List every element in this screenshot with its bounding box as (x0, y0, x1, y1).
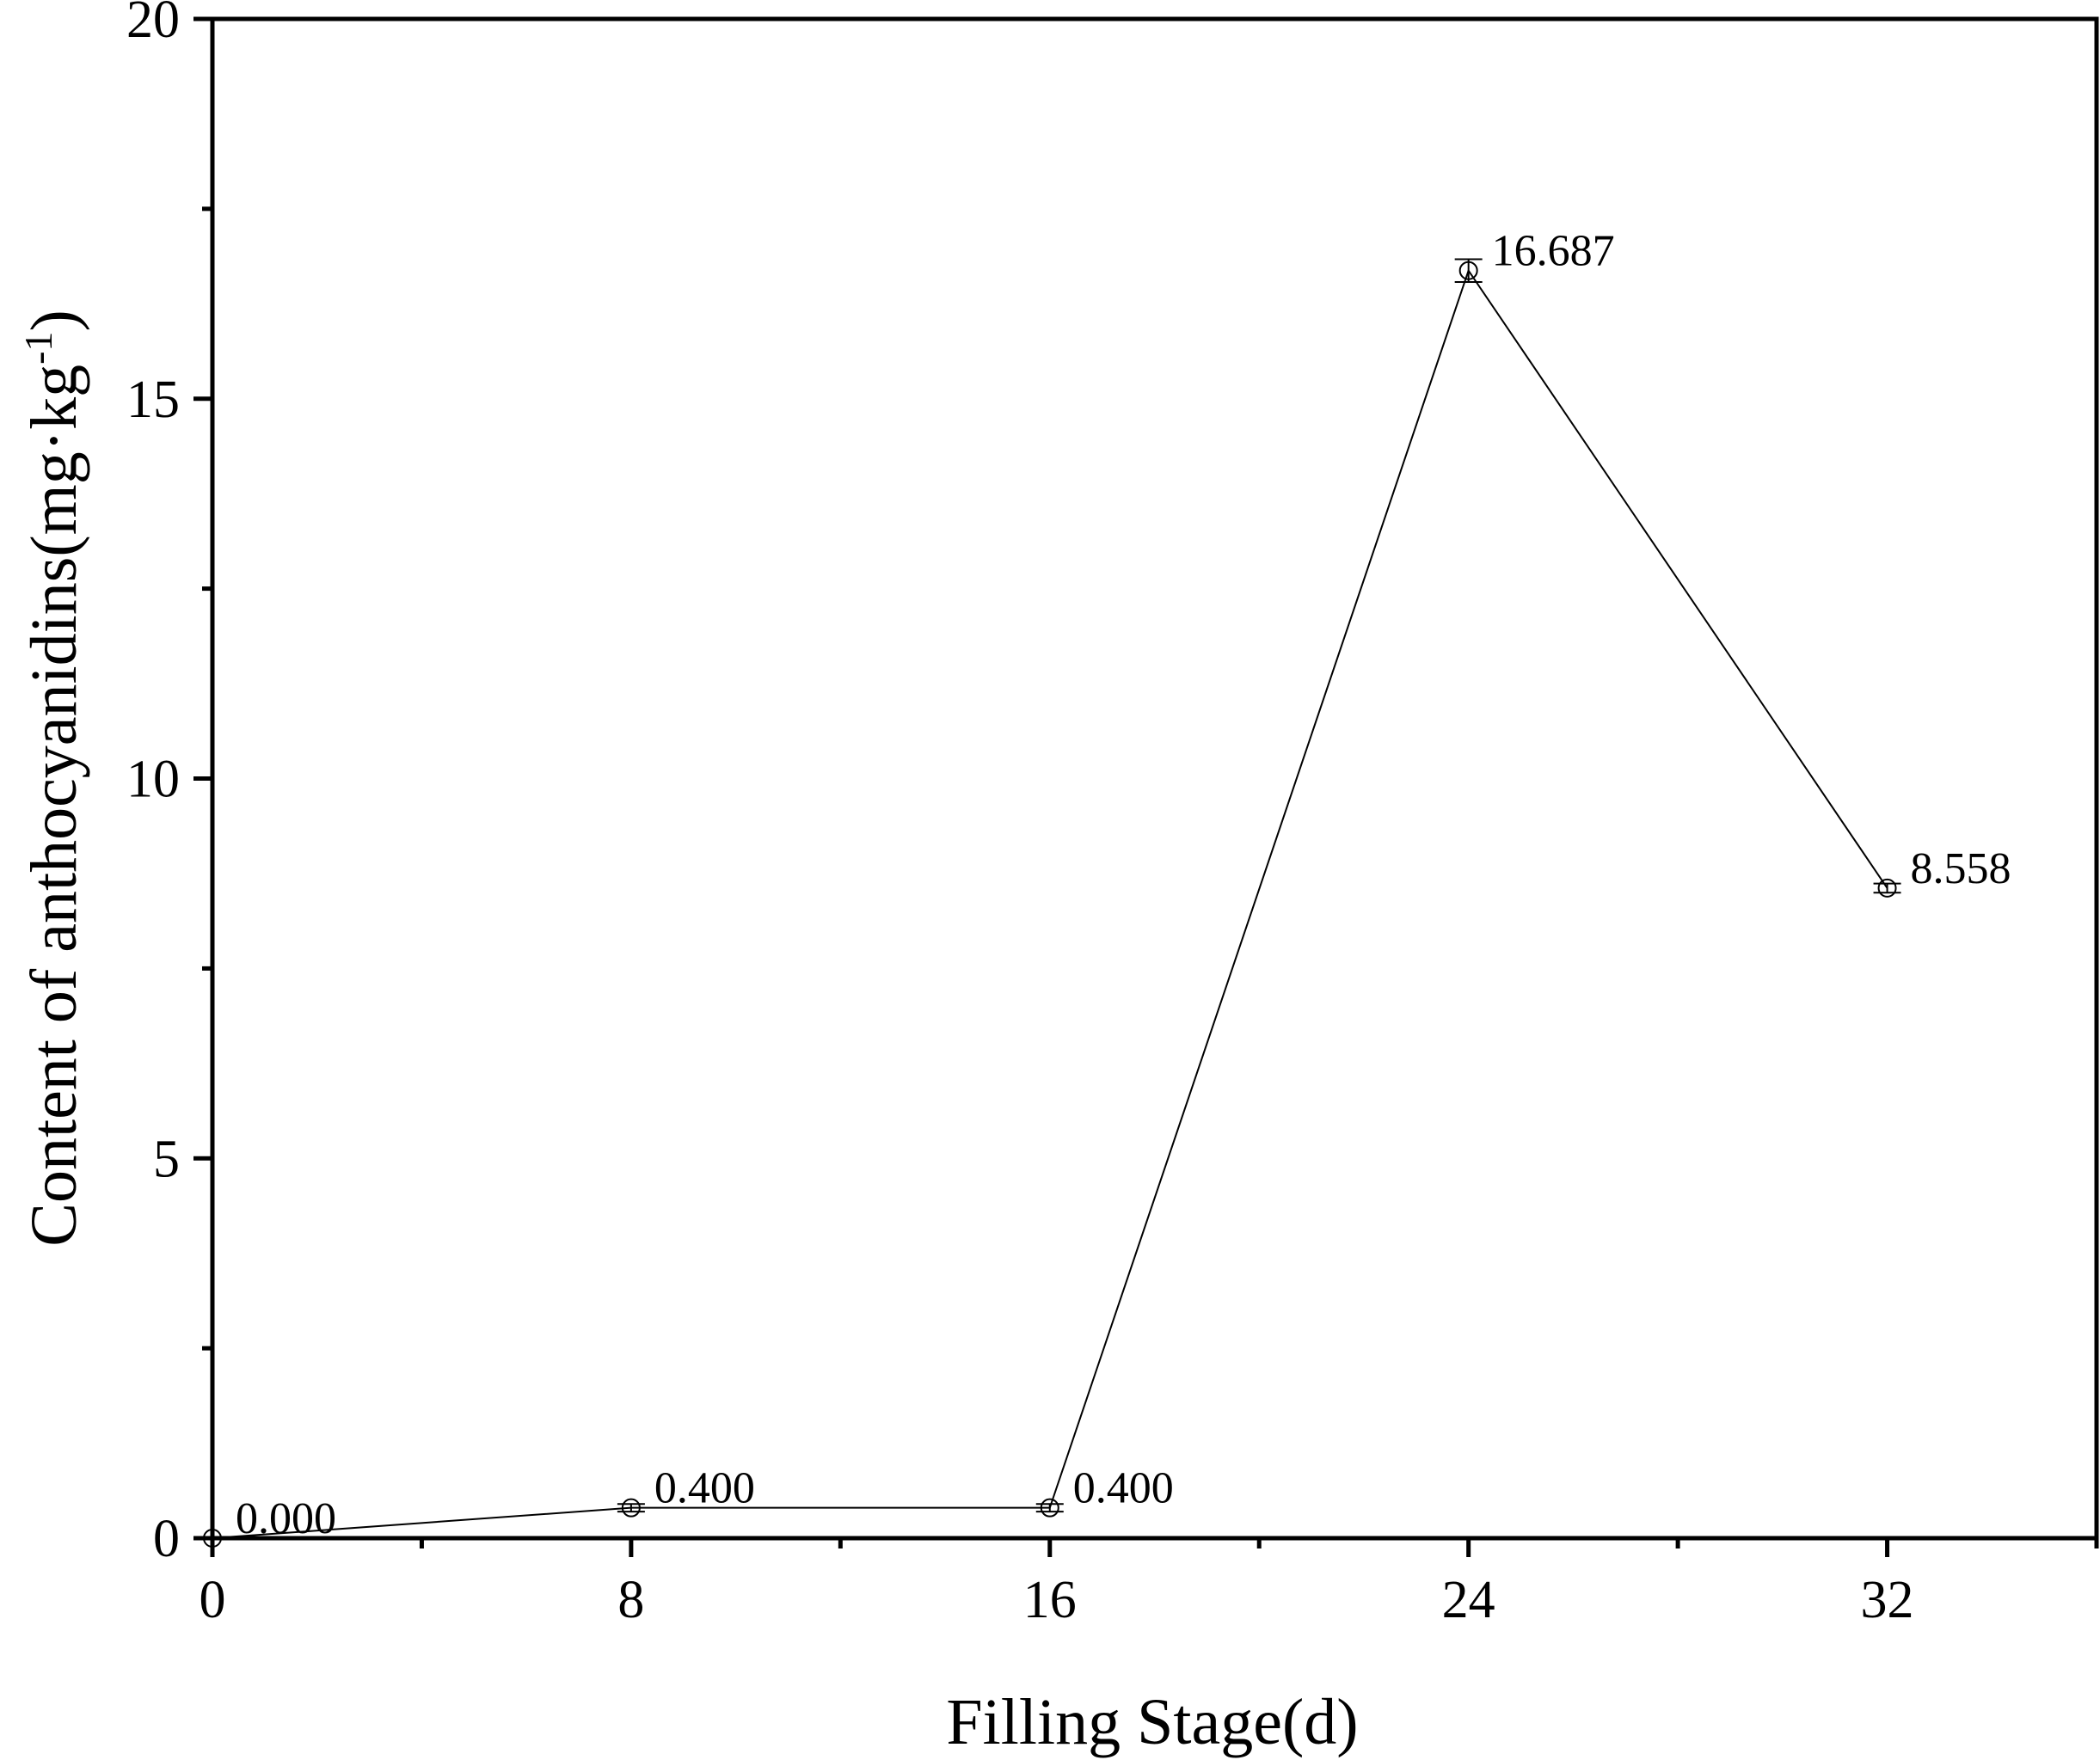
data-label: 0.400 (1073, 1464, 1174, 1513)
y-axis-title: Content of anthocyanidins(mg·kg-1) (16, 310, 90, 1246)
x-tick-label: 8 (617, 1571, 644, 1629)
ticks: 0 8 16 24 32 0 5 10 15 20 (126, 0, 2099, 1629)
series-line (212, 268, 1888, 1539)
y-tick-label: 20 (126, 0, 180, 49)
x-tick-label: 32 (1861, 1571, 1914, 1629)
y-tick-label: 5 (153, 1130, 180, 1188)
x-tick-label: 16 (1023, 1571, 1077, 1629)
data-label: 8.558 (1911, 844, 2011, 893)
y-tick-label: 10 (126, 751, 180, 809)
data-point (1877, 878, 1897, 898)
data-point (1040, 1498, 1059, 1518)
data-point (621, 1498, 641, 1518)
x-axis-title: Filling Stage(d) (946, 1686, 1358, 1758)
x-tick-label: 24 (1442, 1571, 1495, 1629)
data-label: 0.000 (236, 1494, 336, 1543)
x-tick-label: 0 (200, 1571, 226, 1629)
data-point (203, 1529, 222, 1548)
y-tick-label: 0 (153, 1510, 180, 1568)
y-tick-label: 15 (126, 371, 180, 429)
data-label: 16.687 (1492, 227, 1615, 276)
series: 0.000 0.400 0.400 16.687 8.558 (203, 227, 2011, 1548)
data-label: 0.400 (654, 1464, 755, 1513)
data-point (1458, 261, 1478, 280)
